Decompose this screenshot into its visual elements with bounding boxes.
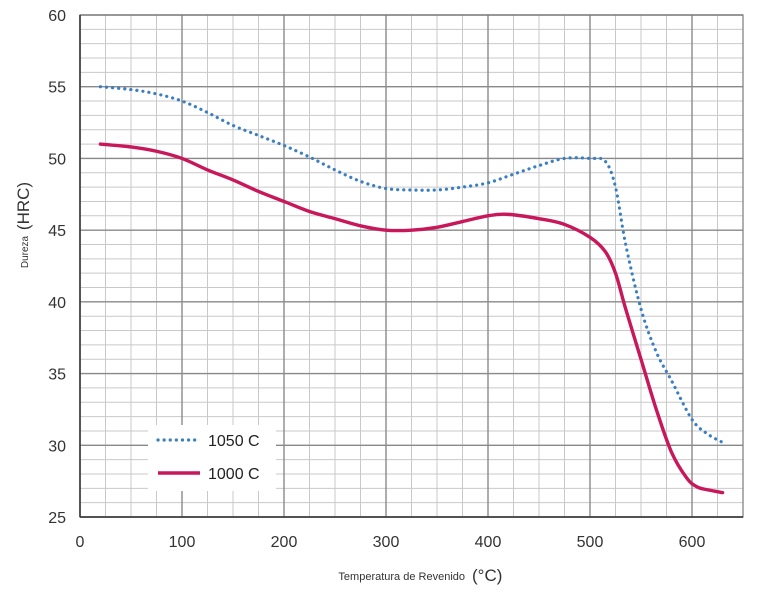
x-axis-unit: (°C)	[472, 566, 502, 585]
y-tick-label: 35	[48, 367, 66, 384]
x-tick-labels: 0 100 200 300 400 500 600	[76, 534, 706, 551]
y-tick-label: 60	[48, 8, 66, 25]
legend-label: 1050 C	[208, 433, 260, 450]
legend-box	[148, 425, 276, 491]
x-tick-label: 500	[577, 534, 604, 551]
y-tick-label: 40	[48, 295, 66, 312]
x-tick-label: 200	[271, 534, 298, 551]
legend-label: 1000 C	[208, 466, 260, 483]
y-tick-label: 45	[48, 223, 66, 240]
legend: 1050 C 1000 C	[148, 425, 276, 491]
series-line-1000c	[98, 142, 725, 495]
y-tick-label: 30	[48, 438, 66, 455]
axes	[79, 14, 744, 518]
y-tick-label: 50	[48, 151, 66, 168]
y-tick-label: 25	[48, 510, 66, 527]
x-tick-label: 600	[679, 534, 706, 551]
x-tick-label: 300	[373, 534, 400, 551]
series-line-1050c	[98, 85, 725, 445]
y-axis-unit: (HRC)	[14, 182, 33, 230]
series-lines	[98, 85, 725, 495]
x-tick-label: 0	[76, 534, 85, 551]
x-tick-label: 100	[169, 534, 196, 551]
y-axis-label: Dureza	[20, 235, 31, 268]
y-tick-labels: 25 30 35 40 45 50 55 60	[48, 8, 66, 527]
x-axis-label: Temperatura de Revenido	[338, 571, 465, 583]
x-tick-label: 400	[475, 534, 502, 551]
y-tick-label: 55	[48, 80, 66, 97]
